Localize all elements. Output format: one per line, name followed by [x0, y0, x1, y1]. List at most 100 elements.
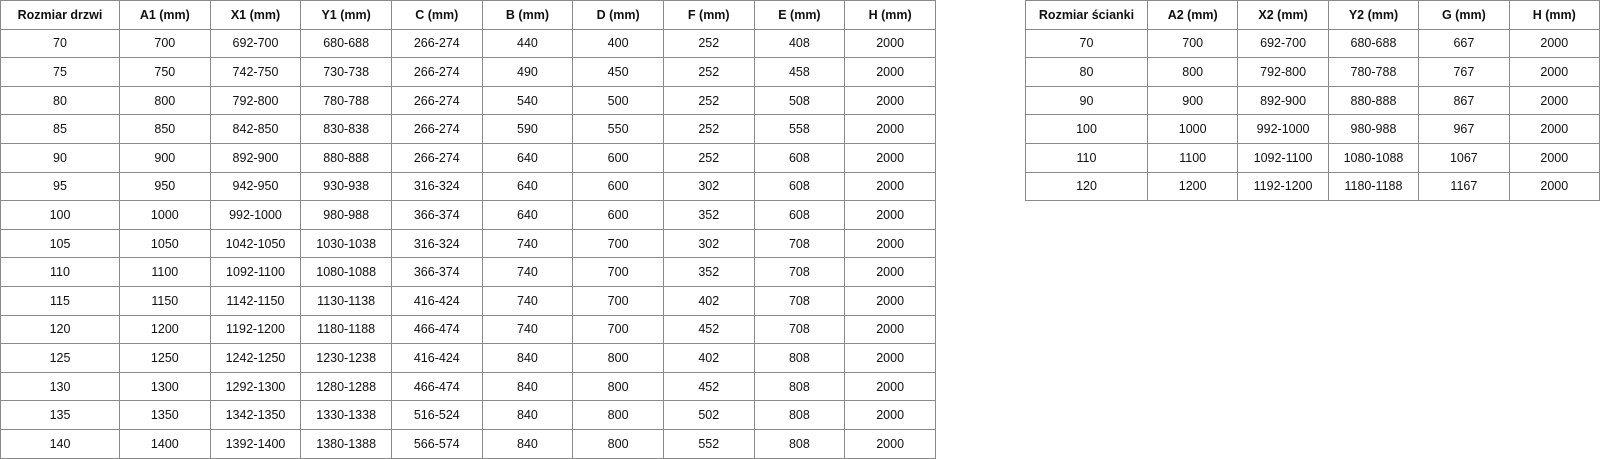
table-cell: 80: [0, 85, 120, 116]
table-cell: 742-750: [209, 57, 302, 87]
table-cell: 352: [662, 257, 755, 287]
table-cell: 80: [1025, 57, 1148, 87]
column-header: D (mm): [572, 0, 664, 30]
table-cell: 800: [119, 85, 211, 116]
table-cell: 2000: [1508, 28, 1600, 59]
table-cell: 2000: [844, 142, 936, 173]
table-cell: 680-688: [300, 28, 392, 59]
table-cell: 692-700: [1237, 28, 1329, 59]
table-cell: 590: [481, 114, 574, 144]
column-header: Rozmiar drzwi: [0, 0, 120, 30]
wall-panel-dimensions-table: Rozmiar ścianki A2 (mm) X2 (mm) Y2 (mm) G (m…: [1025, 0, 1600, 202]
table-cell: 800: [572, 428, 664, 459]
table-cell: 1067: [1418, 142, 1510, 173]
column-header: X2 (mm): [1237, 0, 1329, 30]
table-cell: 880-888: [300, 142, 392, 173]
column-header: E (mm): [753, 0, 846, 30]
table-cell: 2000: [844, 28, 936, 59]
table-cell: 1042-1050: [209, 228, 302, 259]
table-cell: 992-1000: [1237, 114, 1329, 144]
table-cell: 110: [1025, 142, 1148, 173]
table-cell: 130: [0, 371, 120, 402]
table-cell: 600: [572, 171, 664, 202]
table-cell: 402: [662, 285, 755, 316]
table-cell: 692-700: [209, 28, 302, 59]
table-cell: 2000: [844, 171, 936, 202]
table-cell: 1080-1088: [300, 257, 392, 287]
table-cell: 450: [572, 57, 664, 87]
table-cell: 90: [1025, 85, 1148, 116]
table-cell: 1342-1350: [209, 400, 302, 430]
table-cell: 792-800: [1237, 57, 1329, 87]
column-header: Rozmiar ścianki: [1025, 0, 1148, 30]
header-row: Rozmiar ścianki A2 (mm) X2 (mm) Y2 (mm) G (m…: [1025, 0, 1600, 30]
table-cell: 466-474: [390, 314, 483, 345]
table-cell: 120: [1025, 171, 1148, 202]
table-cell: 115: [0, 285, 120, 316]
table-cell: 402: [662, 343, 755, 373]
table-cell: 516-524: [390, 400, 483, 430]
table-cell: 808: [753, 371, 846, 402]
table-row: 115 1150 1142-1150 1130-1138 416-424 740 700 40…: [0, 285, 936, 316]
table-row: 120 1200 1192-1200 1180-1188 1167 2000: [1025, 171, 1600, 202]
table-cell: 800: [572, 400, 664, 430]
table-cell: 930-938: [300, 171, 392, 202]
table-cell: 90: [0, 142, 120, 173]
table-cell: 558: [753, 114, 846, 144]
table-cell: 1200: [1146, 171, 1239, 202]
table-row: 95 950 942-950 930-938 316-324 640 600 302 608 20…: [0, 171, 936, 202]
table-cell: 892-900: [209, 142, 302, 173]
table-cell: 700: [572, 228, 664, 259]
table-cell: 700: [572, 314, 664, 345]
column-header: Y2 (mm): [1327, 0, 1420, 30]
table-cell: 1192-1200: [209, 314, 302, 345]
table-cell: 266-274: [390, 142, 483, 173]
table-cell: 1030-1038: [300, 228, 392, 259]
table-cell: 900: [119, 142, 211, 173]
table-cell: 508: [753, 85, 846, 116]
table-cell: 740: [481, 257, 574, 287]
table-cell: 700: [572, 285, 664, 316]
table-cell: 780-788: [300, 85, 392, 116]
table-cell: 730-738: [300, 57, 392, 87]
table-cell: 70: [1025, 28, 1148, 59]
column-header: F (mm): [662, 0, 755, 30]
table-cell: 400: [572, 28, 664, 59]
table-cell: 700: [1146, 28, 1239, 59]
table-cell: 466-474: [390, 371, 483, 402]
table-cell: 800: [1146, 57, 1239, 87]
table-cell: 950: [119, 171, 211, 202]
table-row: 85 850 842-850 830-838 266-274 590 550 252 558 20…: [0, 114, 936, 144]
table-cell: 1050: [119, 228, 211, 259]
table-cell: 900: [1146, 85, 1239, 116]
table-cell: 1092-1100: [1237, 142, 1329, 173]
table-cell: 2000: [1508, 114, 1600, 144]
column-header: Y1 (mm): [300, 0, 392, 30]
table-cell: 708: [753, 228, 846, 259]
table-cell: 1150: [119, 285, 211, 316]
table-row: 125 1250 1242-1250 1230-1238 416-424 840 800 40…: [0, 343, 936, 373]
table-cell: 1400: [119, 428, 211, 459]
table-cell: 608: [753, 200, 846, 230]
table-cell: 2000: [1508, 142, 1600, 173]
table-cell: 125: [0, 343, 120, 373]
table-cell: 2000: [844, 57, 936, 87]
table-cell: 680-688: [1327, 28, 1420, 59]
table-cell: 2000: [1508, 85, 1600, 116]
table-cell: 2000: [844, 428, 936, 459]
table-cell: 1180-1188: [1327, 171, 1420, 202]
table-cell: 252: [662, 57, 755, 87]
table-cell: 352: [662, 200, 755, 230]
table-row: 130 1300 1292-1300 1280-1288 466-474 840 800 45…: [0, 371, 936, 402]
table-cell: 1167: [1418, 171, 1510, 202]
table-cell: 740: [481, 285, 574, 316]
table-cell: 792-800: [209, 85, 302, 116]
table-cell: 1392-1400: [209, 428, 302, 459]
table-cell: 566-574: [390, 428, 483, 459]
table-cell: 316-324: [390, 228, 483, 259]
table-cell: 708: [753, 314, 846, 345]
table-cell: 302: [662, 228, 755, 259]
table-cell: 2000: [1508, 57, 1600, 87]
table-cell: 1080-1088: [1327, 142, 1420, 173]
table-row: 110 1100 1092-1100 1080-1088 366-374 740 700 35…: [0, 257, 936, 287]
